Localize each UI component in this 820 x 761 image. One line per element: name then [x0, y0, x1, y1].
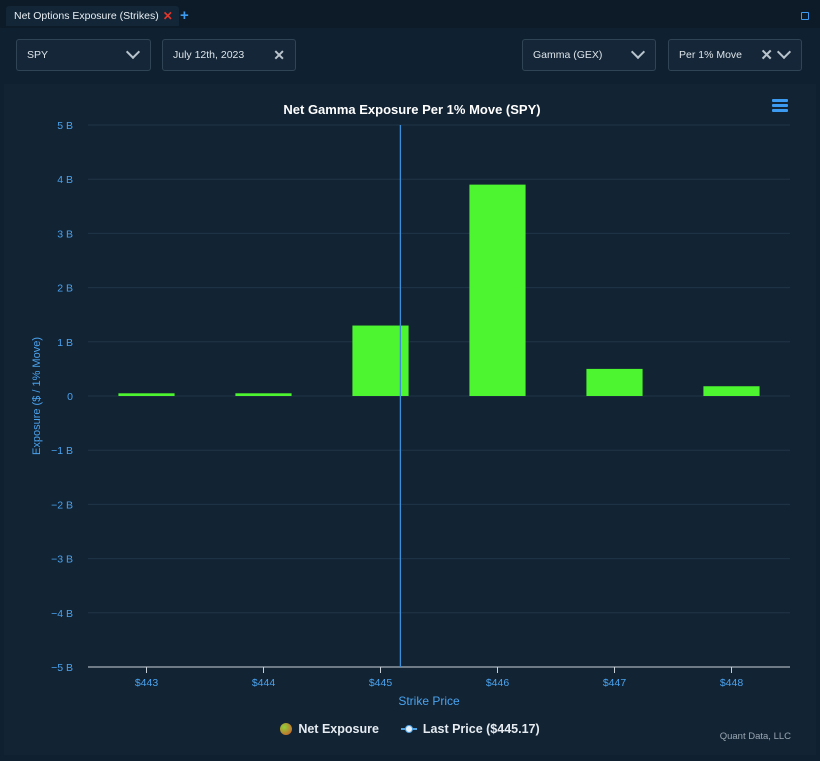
- bar: [352, 325, 409, 396]
- chevron-down-icon: [630, 44, 646, 60]
- x-axis-label: Strike Price: [398, 694, 460, 708]
- bar: [118, 393, 175, 396]
- chart-panel: 5 B 4 B 3 B 2 B 1 B 0 −1 B −2 B −3 B −4 B −5 B $443…: [4, 84, 816, 755]
- y-tick-label: −1 B: [51, 445, 73, 457]
- gamma-exposure-chart: 5 B 4 B 3 B 2 B 1 B 0 −1 B −2 B −3 B −4 B −5 B $443…: [31, 102, 790, 708]
- y-tick-label: −3 B: [51, 554, 73, 566]
- x-tick-label: $446: [486, 677, 510, 689]
- x-tick-label: $448: [720, 677, 744, 689]
- bar: [469, 184, 526, 396]
- plus-icon[interactable]: +: [180, 7, 189, 24]
- tab-label: Net Options Exposure (Strikes): [14, 10, 159, 22]
- greek-select[interactable]: Gamma (GEX): [522, 39, 656, 71]
- x-tick-label: $443: [135, 677, 159, 689]
- chart-title: Net Gamma Exposure Per 1% Move (SPY): [283, 102, 540, 117]
- move-select[interactable]: Per 1% Move ✕: [668, 39, 802, 71]
- clear-move-icon[interactable]: ✕: [760, 46, 773, 64]
- tab-bar: Net Options Exposure (Strikes) ✕ +: [0, 0, 820, 28]
- date-value: July 12th, 2023: [173, 49, 245, 61]
- legend-last-price[interactable]: Last Price ($445.17): [400, 722, 540, 736]
- bar: [703, 386, 760, 396]
- y-tick-label: 4 B: [57, 174, 73, 186]
- close-icon[interactable]: ✕: [162, 9, 173, 23]
- y-tick-label: −2 B: [51, 499, 73, 511]
- credit-text: Quant Data, LLC: [719, 731, 791, 742]
- chevron-down-icon: [125, 44, 141, 60]
- y-tick-label: −5 B: [51, 662, 73, 674]
- greek-value: Gamma (GEX): [533, 49, 603, 61]
- x-tick-label: $444: [252, 677, 276, 689]
- symbol-select[interactable]: SPY: [16, 39, 151, 71]
- y-axis-label: Exposure ($ / 1% Move): [31, 337, 43, 455]
- move-value: Per 1% Move: [679, 49, 743, 61]
- date-picker[interactable]: July 12th, 2023 ✕: [162, 39, 296, 71]
- bar: [235, 393, 292, 396]
- legend-last-price-label: Last Price ($445.17): [422, 722, 540, 736]
- legend-net-exposure-label: Net Exposure: [298, 722, 379, 736]
- y-tick-label: 3 B: [57, 228, 73, 240]
- y-tick-label: 0: [67, 391, 73, 403]
- legend-net-exposure[interactable]: Net Exposure: [280, 722, 379, 736]
- clear-date-icon[interactable]: ✕: [273, 47, 285, 63]
- bar: [586, 368, 643, 396]
- legend-line-icon: [400, 724, 417, 734]
- chevron-down-icon: [776, 44, 792, 60]
- y-tick-label: −4 B: [51, 608, 73, 620]
- y-tick-label: 5 B: [57, 120, 73, 132]
- x-tick-label: $445: [369, 677, 393, 689]
- y-tick-label: 2 B: [57, 283, 73, 295]
- legend-dot-icon: [280, 723, 293, 735]
- chart-legend: Net Exposure Last Price ($445.17): [4, 722, 816, 736]
- x-tick-label: $447: [603, 677, 627, 689]
- y-tick-label: 1 B: [57, 337, 73, 349]
- hamburger-menu-icon[interactable]: [772, 99, 788, 113]
- expand-icon[interactable]: [801, 12, 809, 20]
- symbol-value: SPY: [27, 49, 49, 61]
- tab-net-options-exposure[interactable]: Net Options Exposure (Strikes) ✕: [6, 6, 179, 26]
